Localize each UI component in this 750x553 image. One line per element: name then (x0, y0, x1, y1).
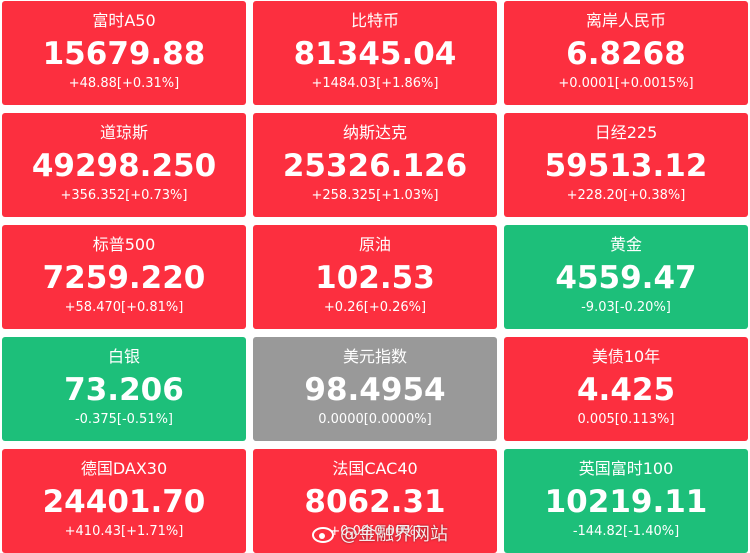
quote-name: 黄金 (609, 235, 642, 254)
quote-tile[interactable]: 离岸人民币 6.8268 +0.0001[+0.0015%] (504, 1, 748, 105)
quote-tile[interactable]: 道琼斯 49298.250 +356.352[+0.73%] (2, 113, 246, 217)
quote-tile[interactable]: 美元指数 98.4954 0.0000[0.0000%] (253, 337, 497, 441)
quote-tile[interactable]: 富时A50 15679.88 +48.88[+0.31%] (2, 1, 246, 105)
quote-change: +0.0001[+0.0015%] (558, 76, 694, 91)
quote-tile[interactable]: 英国富时100 10219.11 -144.82[-1.40%] (504, 449, 748, 553)
watermark: @金融界网站 (312, 520, 448, 546)
quote-name: 白银 (107, 347, 140, 366)
quote-tile[interactable]: 纳斯达克 25326.126 +258.325[+1.03%] (253, 113, 497, 217)
quote-change: +48.88[+0.31%] (68, 76, 180, 91)
quote-tile[interactable]: 比特币 81345.04 +1484.03[+1.86%] (253, 1, 497, 105)
quote-price: 6.8268 (566, 36, 686, 72)
quote-name: 美债10年 (591, 347, 661, 366)
quote-price: 102.53 (315, 260, 435, 296)
quote-name: 离岸人民币 (585, 11, 666, 30)
quote-name: 比特币 (350, 11, 399, 30)
quote-change: +258.325[+1.03%] (311, 188, 439, 203)
quote-change: +58.470[+0.81%] (64, 300, 184, 315)
quote-change: +410.43[+1.71%] (64, 524, 184, 539)
quote-name: 标普500 (92, 235, 156, 254)
quote-change: +228.20[+0.38%] (566, 188, 686, 203)
quote-change: -144.82[-1.40%] (572, 524, 680, 539)
quote-name: 美元指数 (342, 347, 407, 366)
quote-change: 0.005[0.113%] (577, 412, 675, 427)
quote-change: +356.352[+0.73%] (60, 188, 188, 203)
quote-tile[interactable]: 美债10年 4.425 0.005[0.113%] (504, 337, 748, 441)
quote-price: 81345.04 (293, 36, 457, 72)
quote-price: 49298.250 (31, 148, 217, 184)
weibo-icon (312, 527, 334, 543)
quote-price: 73.206 (64, 372, 184, 408)
quote-price: 98.4954 (304, 372, 446, 408)
quote-change: +0.00[0.00%] (329, 524, 421, 539)
quote-price: 15679.88 (42, 36, 206, 72)
quote-name: 纳斯达克 (342, 123, 407, 142)
quote-name: 日经225 (594, 123, 658, 142)
quote-price: 24401.70 (42, 484, 206, 520)
quote-tile[interactable]: 原油 102.53 +0.26[+0.26%] (253, 225, 497, 329)
quote-price: 4559.47 (555, 260, 697, 296)
quote-change: -0.375[-0.51%] (74, 412, 174, 427)
quote-price: 59513.12 (544, 148, 708, 184)
quote-name: 原油 (358, 235, 391, 254)
quote-change: -9.03[-0.20%] (581, 300, 671, 315)
quote-tile[interactable]: 黄金 4559.47 -9.03[-0.20%] (504, 225, 748, 329)
quote-price: 4.425 (576, 372, 676, 408)
quote-name: 道琼斯 (99, 123, 148, 142)
quote-change: 0.0000[0.0000%] (318, 412, 432, 427)
quote-price: 10219.11 (544, 484, 708, 520)
quote-name: 英国富时100 (578, 459, 674, 478)
quote-tile[interactable]: 白银 73.206 -0.375[-0.51%] (2, 337, 246, 441)
quote-name: 法国CAC40 (332, 459, 418, 478)
quote-tile[interactable]: 标普500 7259.220 +58.470[+0.81%] (2, 225, 246, 329)
quote-price: 8062.31 (304, 484, 446, 520)
quote-change: +0.26[+0.26%] (323, 300, 427, 315)
quote-change: +1484.03[+1.86%] (311, 76, 439, 91)
quote-tile[interactable]: 日经225 59513.12 +228.20[+0.38%] (504, 113, 748, 217)
watermark-text: @金融界网站 (340, 524, 448, 545)
quote-name: 德国DAX30 (80, 459, 168, 478)
quote-price: 25326.126 (282, 148, 468, 184)
quote-name: 富时A50 (92, 11, 156, 30)
quote-price: 7259.220 (42, 260, 206, 296)
quote-tile[interactable]: 法国CAC40 8062.31 +0.00[0.00%] (253, 449, 497, 553)
quote-tile[interactable]: 德国DAX30 24401.70 +410.43[+1.71%] (2, 449, 246, 553)
